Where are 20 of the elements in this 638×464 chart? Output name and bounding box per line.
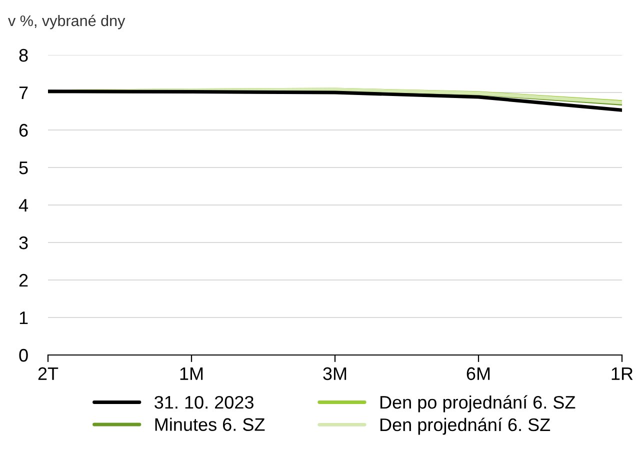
x-tick-label: 1R — [612, 367, 633, 380]
y-axis-title: v %, vybrané dny — [8, 14, 126, 30]
legend-label: Den projednání 6. SZ — [380, 418, 550, 435]
x-tick-label: 3M — [323, 367, 346, 380]
legend-label: 31. 10. 2023 — [154, 396, 254, 409]
x-tick-label: 1M — [180, 367, 203, 380]
legend-label: Minutes 6. SZ — [155, 418, 265, 431]
y-tick-label: 5 — [19, 162, 28, 174]
y-tick-label: 7 — [19, 86, 28, 100]
x-tick-label: 2T — [38, 367, 58, 380]
y-tick-label: 2 — [19, 274, 28, 287]
y-tick-label: 3 — [19, 236, 28, 250]
y-tick-label: 6 — [19, 124, 28, 137]
y-tick-label: 1 — [20, 312, 28, 324]
x-tick-label: 6M — [466, 367, 490, 380]
y-tick-label: 8 — [19, 48, 28, 62]
y-tick-label: 0 — [19, 348, 28, 362]
y-tick-label: 4 — [18, 199, 28, 212]
legend-label: Den po projednání 6. SZ — [380, 395, 576, 412]
line-series — [48, 90, 622, 112]
